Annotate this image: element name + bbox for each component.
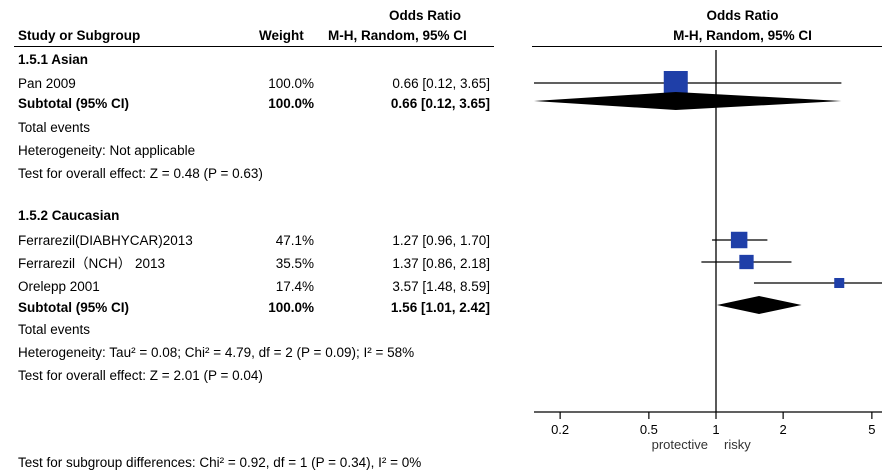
subtotal-label: Subtotal (95% CI) bbox=[18, 96, 130, 111]
study-square bbox=[663, 71, 688, 95]
plot-title: Odds Ratio bbox=[706, 8, 779, 23]
study-name: Orelepp 2001 bbox=[18, 279, 100, 294]
subtotal-diamond bbox=[716, 296, 802, 314]
study-weight: 100.0% bbox=[268, 76, 314, 91]
study-weight: 17.4% bbox=[275, 279, 314, 294]
study-ci: 3.57 [1.48, 8.59] bbox=[392, 279, 490, 294]
x-tick-label: 0.2 bbox=[551, 422, 569, 437]
study-ci: 1.27 [0.96, 1.70] bbox=[392, 233, 490, 248]
x-tick-label: 0.5 bbox=[640, 422, 658, 437]
subtotal-diamond bbox=[534, 92, 842, 110]
group-label-asian: 1.5.1 Asian bbox=[18, 52, 89, 67]
or-method-header: M-H, Random, 95% CI bbox=[328, 28, 467, 43]
subtotal-ci: 1.56 [1.01, 2.42] bbox=[390, 300, 490, 315]
study-name: Ferrarezil（NCH） 2013 bbox=[18, 256, 166, 271]
study-ci: 0.66 [0.12, 3.65] bbox=[392, 76, 490, 91]
study-square bbox=[730, 231, 748, 249]
subtotal-weight: 100.0% bbox=[268, 300, 314, 315]
total-events-label: Total events bbox=[18, 322, 91, 337]
heterogeneity-text: Heterogeneity: Not applicable bbox=[18, 143, 196, 158]
overall-effect-text: Test for overall effect: Z = 2.01 (P = 0… bbox=[18, 368, 263, 383]
study-name: Pan 2009 bbox=[18, 76, 76, 91]
header-rule-left bbox=[14, 46, 494, 47]
total-events-label: Total events bbox=[18, 120, 91, 135]
study-weight: 35.5% bbox=[275, 256, 314, 271]
favours-left-label: protective bbox=[652, 437, 708, 452]
favours-right-label: risky bbox=[724, 437, 751, 452]
x-tick-label: 1 bbox=[712, 422, 719, 437]
weight-column-header: Weight bbox=[259, 28, 304, 43]
x-tick-label: 2 bbox=[780, 422, 787, 437]
overall-effect-text: Test for overall effect: Z = 0.48 (P = 0… bbox=[18, 166, 263, 181]
heterogeneity-text: Heterogeneity: Tau² = 0.08; Chi² = 4.79,… bbox=[18, 345, 415, 360]
subtotal-label: Subtotal (95% CI) bbox=[18, 300, 130, 315]
x-tick-label: 5 bbox=[868, 422, 875, 437]
study-ci: 1.37 [0.86, 2.18] bbox=[392, 256, 490, 271]
subtotal-ci: 0.66 [0.12, 3.65] bbox=[390, 96, 490, 111]
study-column-header: Study or Subgroup bbox=[18, 28, 141, 43]
subgroup-differences-text: Test for subgroup differences: Chi² = 0.… bbox=[18, 455, 422, 470]
header-rule-right bbox=[532, 46, 882, 47]
study-name: Ferrarezil(DIABHYCAR)2013 bbox=[18, 233, 193, 248]
study-square bbox=[739, 254, 754, 270]
study-weight: 47.1% bbox=[275, 233, 314, 248]
plot-method-header: M-H, Random, 95% CI bbox=[673, 28, 812, 43]
or-column-title: Odds Ratio bbox=[388, 8, 461, 23]
subtotal-weight: 100.0% bbox=[268, 96, 314, 111]
group-label-caucasian: 1.5.2 Caucasian bbox=[18, 208, 120, 223]
study-square bbox=[834, 277, 845, 289]
